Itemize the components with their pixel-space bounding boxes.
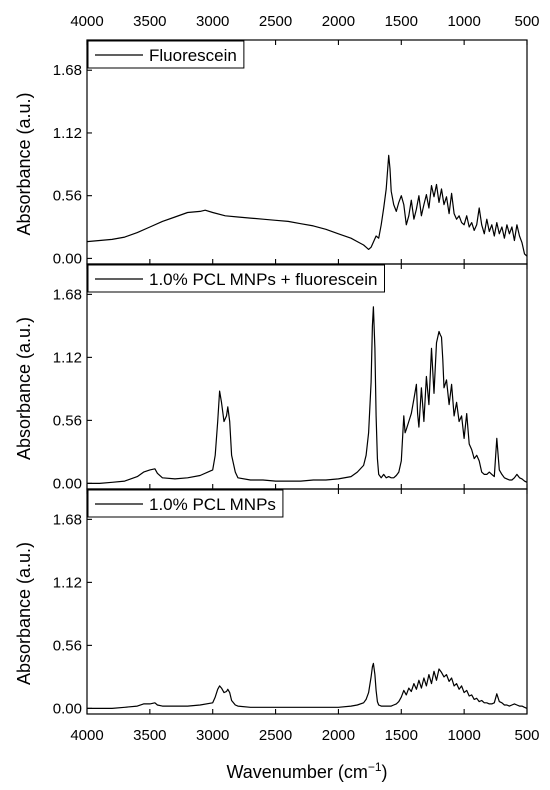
y-axis-title: Absorbance (a.u.) [14,542,34,685]
legend: Fluorescein [87,40,245,69]
top-x-tick-label: 1500 [385,13,418,30]
top-x-tick-label: 4000 [70,13,103,30]
series-line-2 [87,306,528,484]
plot-frame [86,263,528,490]
panel-1: 0.00 0.56 1.12 1.68 Absorbance (a.u.) Fluores… [14,39,528,267]
top-x-tick-label: 1000 [447,13,480,30]
plot-frame [86,488,528,715]
bottom-x-tick-label: 3000 [196,727,229,744]
bottom-x-tick-label: 3500 [133,727,166,744]
y-tick-label: 1.68 [53,511,82,528]
legend: 1.0% PCL MNPs [87,489,284,518]
y-tick-label: 1.12 [53,574,82,591]
y-tick-label: 0.00 [53,700,82,717]
bottom-x-tick-label: 1500 [385,727,418,744]
top-x-axis: 4000 3500 3000 2500 2000 1500 1000 500 [70,13,539,30]
bottom-x-tick-label: 2500 [259,727,292,744]
panels: 0.00 0.56 1.12 1.68 Absorbance (a.u.) Fluores… [14,39,528,717]
y-tick-label: 0.00 [53,250,82,267]
top-x-tick-label: 500 [514,13,539,30]
bottom-x-axis: 4000 3500 3000 2500 2000 1500 1000 500 [70,727,539,744]
top-x-tick-label: 2000 [322,13,355,30]
y-tick-label: 0.56 [53,637,82,654]
bottom-x-tick-label: 4000 [70,727,103,744]
y-tick-label: 0.56 [53,188,82,205]
top-x-tick-label: 3500 [133,13,166,30]
series-line-1 [86,154,528,257]
y-tick-label: 1.12 [53,125,82,142]
y-tick-label: 0.00 [53,475,82,492]
top-x-tick-label: 2500 [259,13,292,30]
legend-label: 1.0% PCL MNPs [149,495,276,514]
y-axis-title: Absorbance (a.u.) [14,92,34,235]
plot-frame [86,39,528,265]
bottom-x-tick-label: 500 [514,727,539,744]
x-axis-title: Wavenumber (cm−1) [226,760,387,782]
top-x-tick-label: 3000 [196,13,229,30]
bottom-x-tick-label: 1000 [447,727,480,744]
y-tick-label: 1.68 [53,286,82,303]
y-tick-label: 1.12 [53,349,82,366]
y-tick-label: 1.68 [53,62,82,79]
series-line-3 [87,662,528,710]
legend-label: 1.0% PCL MNPs + fluorescein [149,270,378,289]
legend-label: Fluorescein [149,46,237,65]
legend: 1.0% PCL MNPs + fluorescein [87,264,385,293]
y-tick-label: 0.56 [53,412,82,429]
y-axis-title: Absorbance (a.u.) [14,317,34,460]
bottom-x-tick-label: 2000 [322,727,355,744]
panel-3: 0.00 0.56 1.12 1.68 Absorbance (a.u.) 1.0% PC… [14,488,528,717]
panel-2: 0.00 0.56 1.12 1.68 Absorbance (a.u.) 1.0% PC… [14,263,528,492]
